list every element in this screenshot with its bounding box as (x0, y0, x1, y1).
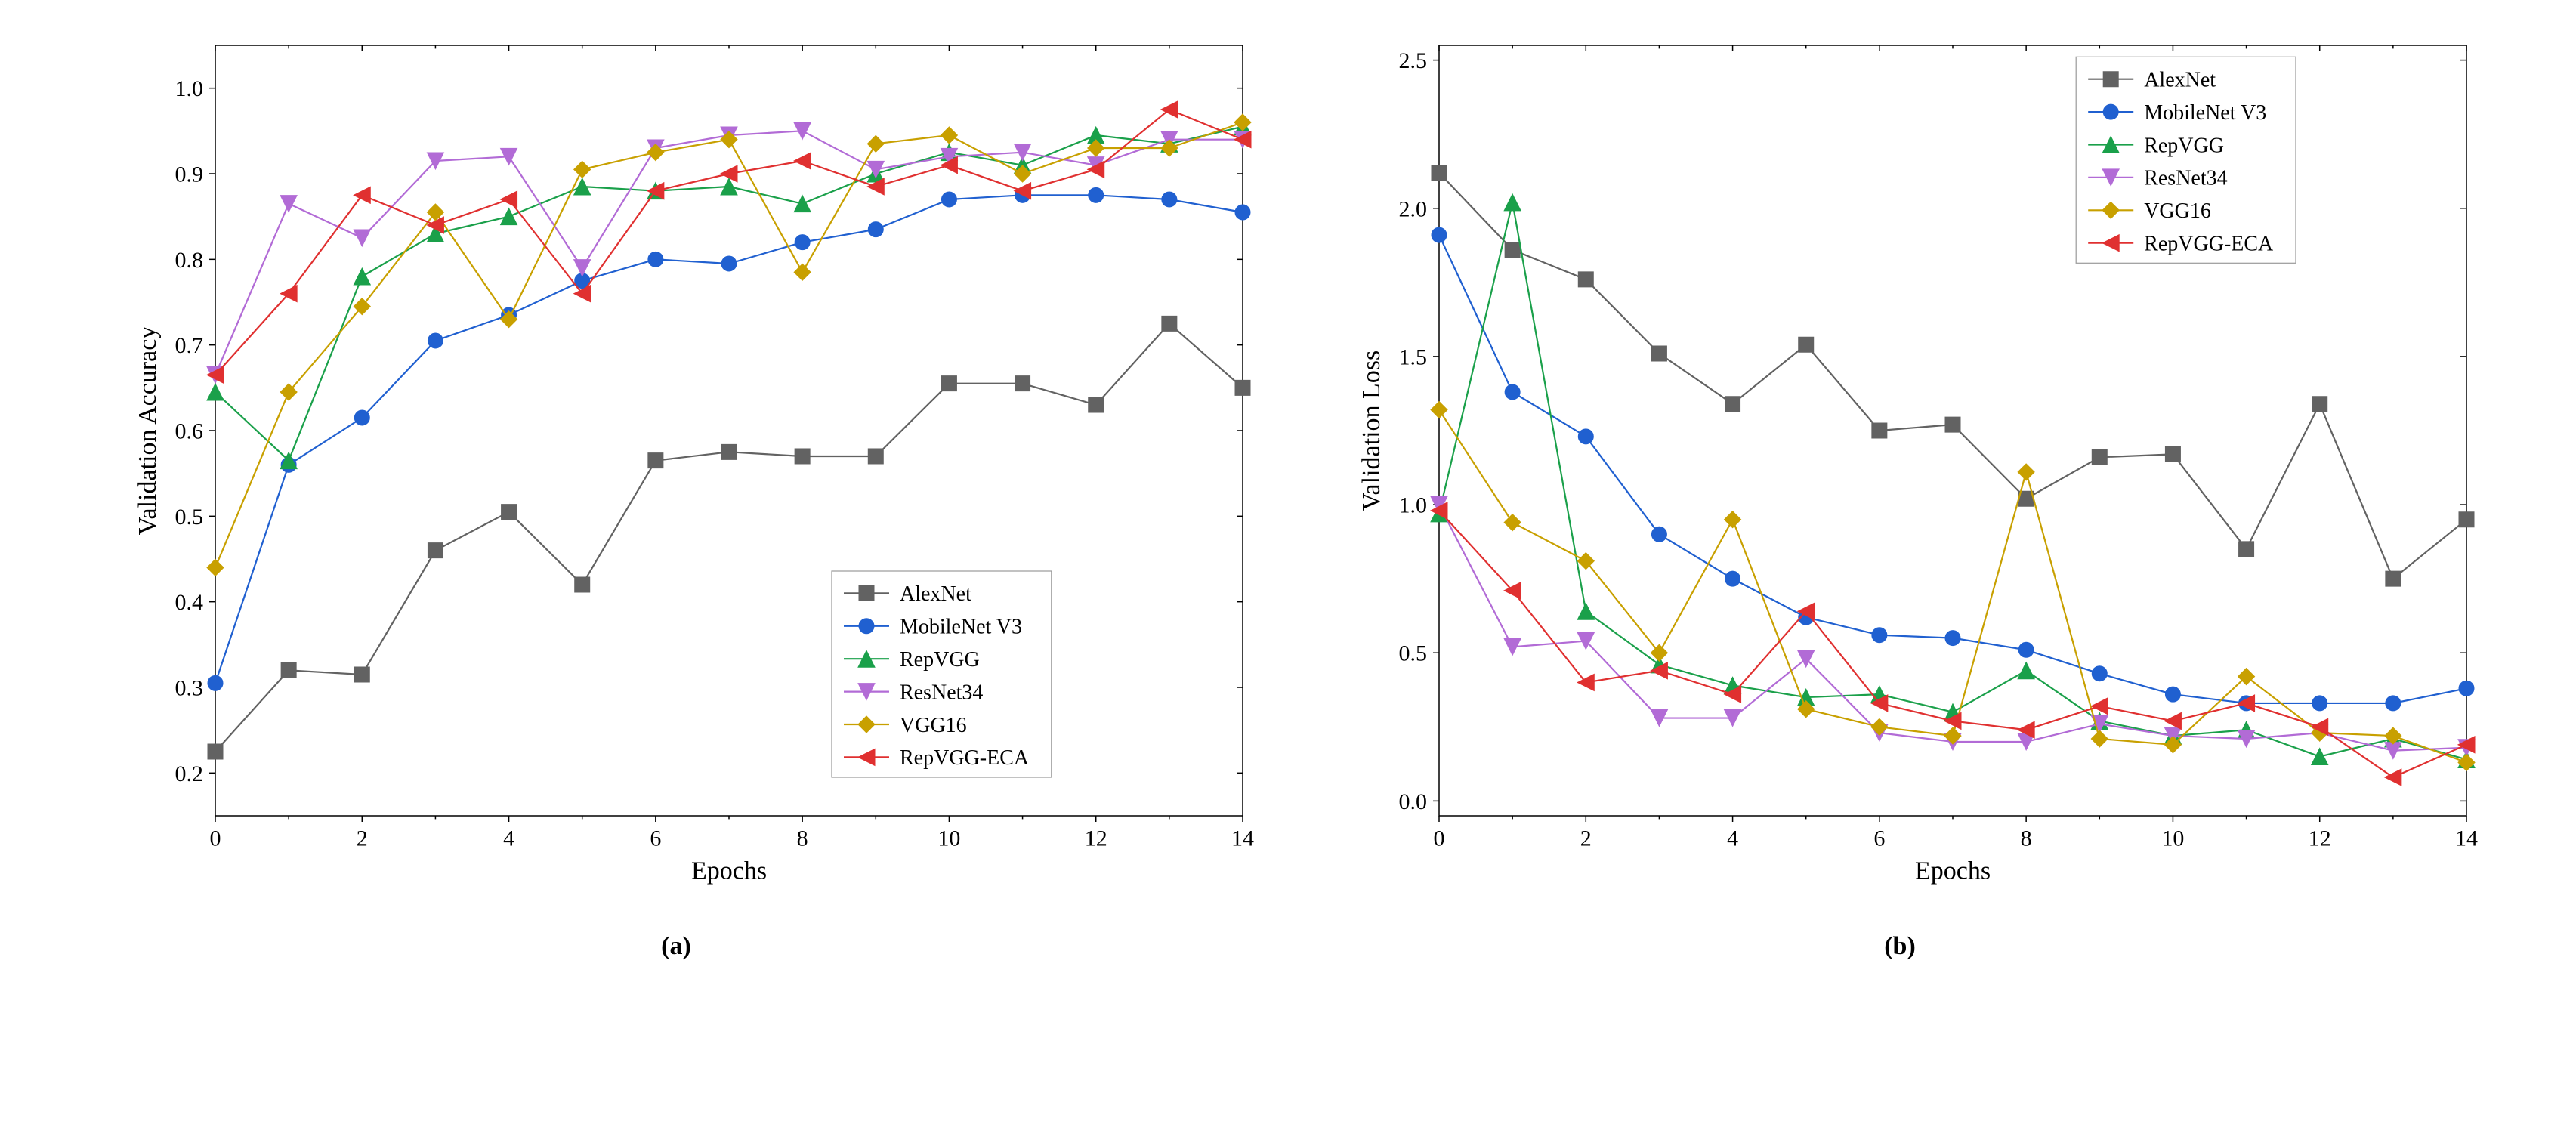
svg-text:0: 0 (1434, 826, 1445, 851)
svg-text:0.7: 0.7 (175, 333, 204, 358)
svg-text:0.6: 0.6 (175, 419, 204, 444)
svg-text:6: 6 (650, 826, 661, 851)
svg-text:Epochs: Epochs (691, 857, 767, 885)
legend-label-repvgg: RepVGG (2144, 134, 2224, 157)
svg-text:2: 2 (1580, 826, 1592, 851)
legend-label-vgg16: VGG16 (900, 714, 967, 737)
svg-text:10: 10 (937, 826, 960, 851)
svg-text:Validation Accuracy: Validation Accuracy (134, 326, 162, 536)
chart-svg: 0 2 4 6 8 10 12 14 0.0 0.5 1.0 1.5 2.0 2.5 Epochs Valid… (1311, 15, 2489, 922)
svg-text:8: 8 (2021, 826, 2032, 851)
caption-b: (b) (1884, 932, 1916, 961)
legend-label-resnet34: ResNet34 (900, 681, 983, 704)
svg-text:1.5: 1.5 (1399, 344, 1428, 369)
svg-text:0.8: 0.8 (175, 248, 204, 273)
svg-text:0.5: 0.5 (175, 505, 204, 530)
svg-text:8: 8 (797, 826, 808, 851)
svg-text:0.0: 0.0 (1399, 789, 1428, 814)
svg-text:4: 4 (1727, 826, 1738, 851)
svg-text:0.5: 0.5 (1399, 641, 1428, 666)
svg-text:0.9: 0.9 (175, 162, 204, 187)
svg-text:0.4: 0.4 (175, 590, 204, 615)
chart-svg: 0 2 4 6 8 10 12 14 0.2 0.3 0.4 0.5 0.6 0.7 0.8 0.9 1.0 Ep… (87, 15, 1265, 922)
svg-text:12: 12 (2309, 826, 2331, 851)
svg-text:10: 10 (2161, 826, 2184, 851)
svg-text:0.2: 0.2 (175, 761, 204, 786)
panel-a: 0 2 4 6 8 10 12 14 0.2 0.3 0.4 0.5 0.6 0.7 0.8 0.9 1.0 Ep… (87, 15, 1265, 961)
legend-label-vgg16: VGG16 (2144, 199, 2211, 223)
chart-b: 0 2 4 6 8 10 12 14 0.0 0.5 1.0 1.5 2.0 2.5 Epochs Valid… (1311, 15, 2489, 922)
legend-label-mobilenet: MobileNet V3 (900, 616, 1022, 639)
svg-text:0.3: 0.3 (175, 676, 204, 701)
svg-text:Epochs: Epochs (1915, 857, 1991, 885)
svg-text:6: 6 (1873, 826, 1885, 851)
svg-text:0: 0 (210, 826, 221, 851)
svg-text:2: 2 (357, 826, 368, 851)
panel-b: 0 2 4 6 8 10 12 14 0.0 0.5 1.0 1.5 2.0 2.5 Epochs Valid… (1311, 15, 2489, 961)
svg-text:2.5: 2.5 (1399, 48, 1428, 73)
svg-text:1.0: 1.0 (1399, 493, 1428, 518)
svg-text:1.0: 1.0 (175, 76, 204, 101)
chart-a: 0 2 4 6 8 10 12 14 0.2 0.3 0.4 0.5 0.6 0.7 0.8 0.9 1.0 Ep… (87, 15, 1265, 922)
legend-label-repvgg_eca: RepVGG-ECA (2144, 233, 2274, 256)
legend-label-repvgg: RepVGG (900, 648, 980, 672)
legend-label-alexnet: AlexNet (2144, 69, 2216, 92)
svg-text:14: 14 (2455, 826, 2478, 851)
svg-text:Validation Loss: Validation Loss (1357, 351, 1385, 511)
legend-label-mobilenet: MobileNet V3 (2144, 101, 2266, 125)
caption-a: (a) (661, 932, 691, 961)
svg-text:14: 14 (1231, 826, 1254, 851)
legend-label-repvgg_eca: RepVGG-ECA (900, 746, 1030, 770)
panels: 0 2 4 6 8 10 12 14 0.2 0.3 0.4 0.5 0.6 0.7 0.8 0.9 1.0 Ep… (15, 15, 2561, 961)
svg-text:12: 12 (1085, 826, 1107, 851)
legend-label-alexnet: AlexNet (900, 582, 971, 606)
legend-label-resnet34: ResNet34 (2144, 167, 2227, 190)
svg-text:4: 4 (503, 826, 514, 851)
svg-text:2.0: 2.0 (1399, 196, 1428, 221)
